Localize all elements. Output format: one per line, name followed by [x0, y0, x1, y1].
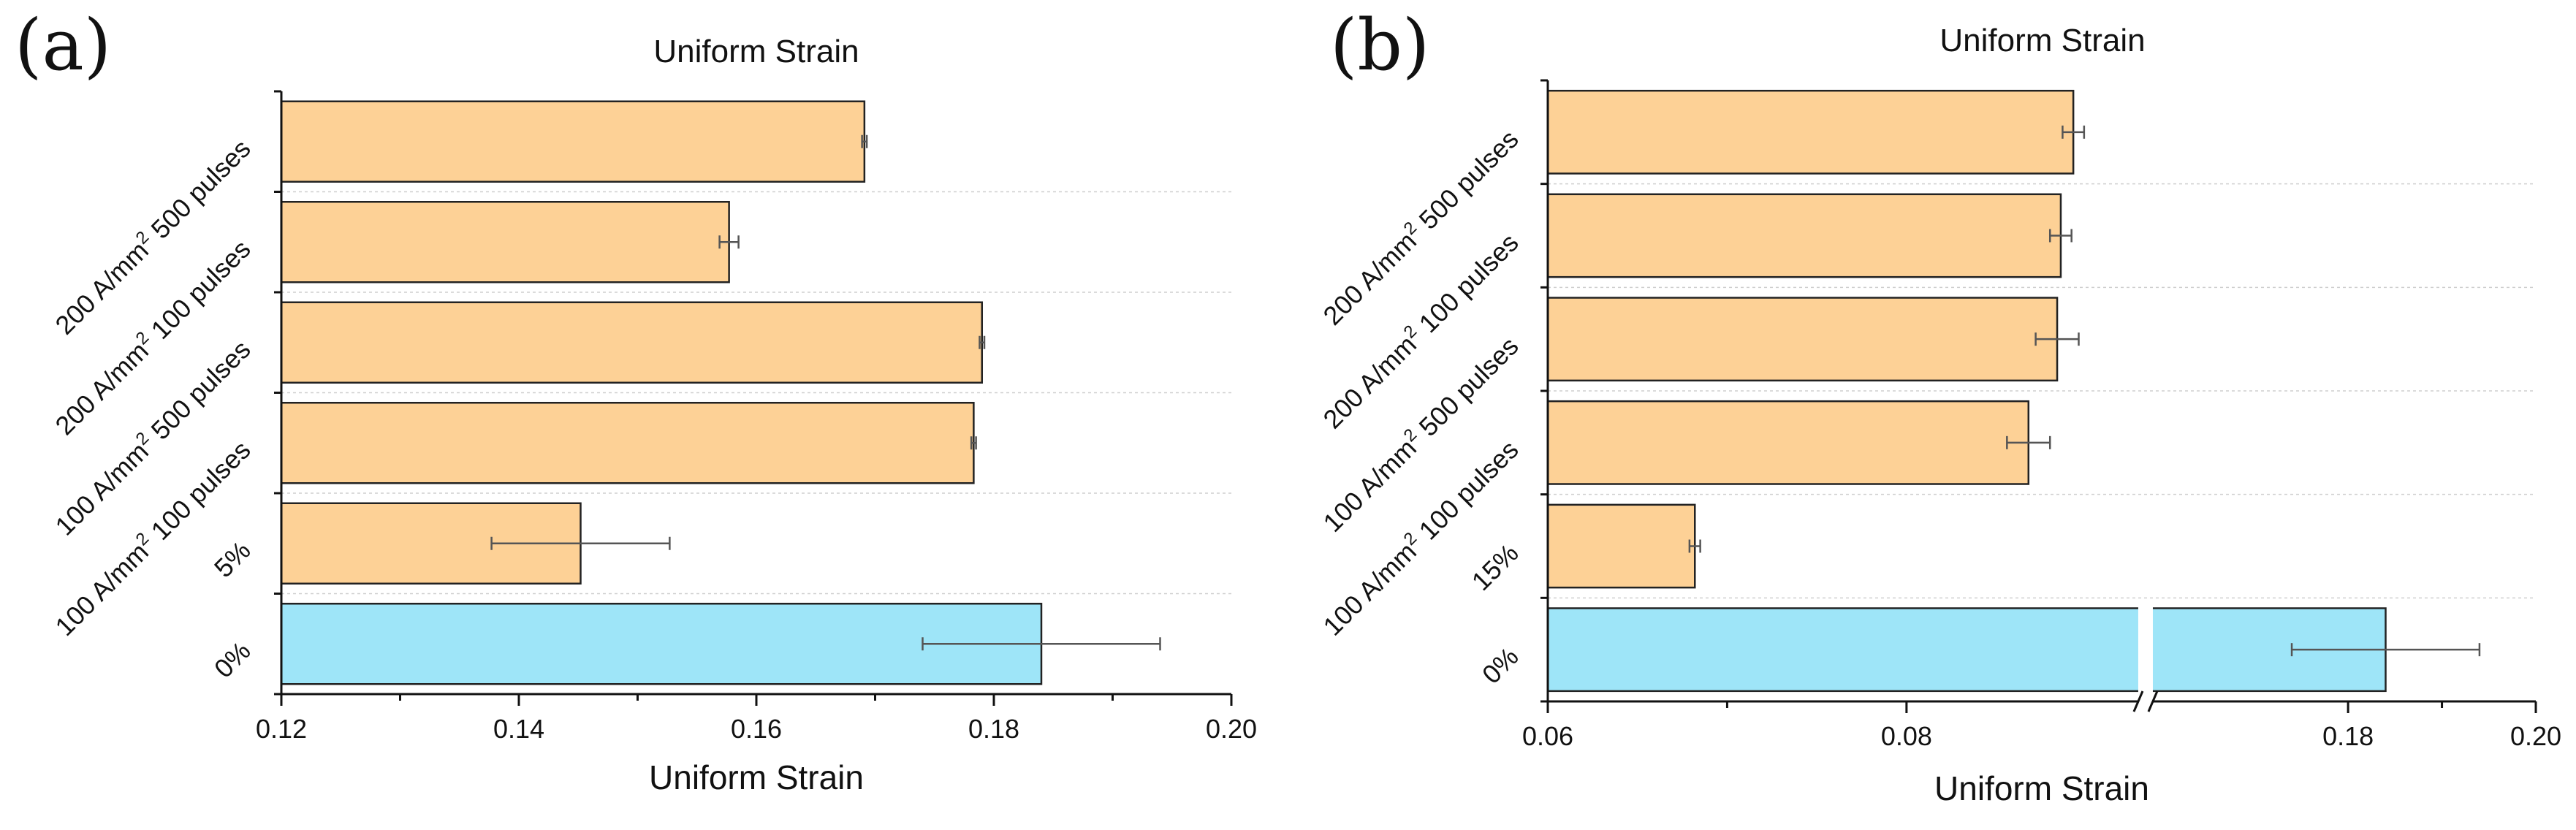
category-label: 200 A/mm2 100 pulses: [1316, 226, 1524, 435]
error-bar: [922, 637, 1161, 651]
error-bar: [970, 436, 977, 450]
bar: [1546, 503, 1696, 589]
chart-title: Uniform Strain: [1939, 23, 2145, 58]
bar: [280, 201, 730, 283]
bar: [280, 100, 866, 183]
bar: [280, 603, 1043, 685]
category-label: 100 A/mm2 100 pulses: [1316, 433, 1524, 641]
axis-break-mark: [2147, 690, 2159, 712]
x-tick-label: 0.14: [493, 714, 544, 744]
category-label: 100 A/mm2 500 pulses: [48, 333, 257, 541]
bar: [1546, 297, 2059, 382]
x-tick-label: 0.20: [2510, 721, 2561, 751]
error-bar: [718, 235, 740, 249]
chart-title: Uniform Strain: [653, 34, 859, 69]
error-bar: [861, 134, 868, 148]
bar: [1546, 89, 2075, 175]
error-bar: [979, 335, 986, 349]
x-tick-label: 0.18: [2322, 721, 2374, 751]
x-axis-title: Uniform Strain: [649, 758, 864, 796]
error-bar: [1688, 539, 1701, 553]
bar: [1546, 400, 2030, 485]
x-tick-label: 0.16: [731, 714, 782, 744]
x-tick-label: 0.18: [968, 714, 1019, 744]
x-axis-title: Uniform Strain: [1934, 769, 2149, 807]
x-tick-label: 0.08: [1881, 721, 1932, 751]
panel-label: (a): [15, 4, 111, 86]
bar: [1546, 607, 2387, 693]
category-label: 100 A/mm2 500 pulses: [1316, 330, 1524, 538]
axis-break-mark: [2132, 690, 2144, 712]
error-bar: [2290, 643, 2481, 657]
x-tick-label: 0.12: [256, 714, 307, 744]
bar: [1546, 193, 2062, 278]
error-bar: [2034, 332, 2080, 346]
category-label: 100 A/mm2 100 pulses: [48, 434, 257, 642]
x-tick-label: 0.20: [1206, 714, 1257, 744]
category-label: 0%: [208, 636, 257, 684]
category-label: 15%: [1466, 538, 1524, 596]
error-bar: [2006, 435, 2051, 449]
error-bar: [2062, 125, 2086, 139]
panel-label: (b): [1330, 4, 1429, 86]
panel-a: (a) Uniform Strain 0% 5%100 A/mm2 100 pulse…: [15, 4, 1257, 796]
category-label: 0%: [1476, 641, 1524, 690]
error-bar: [490, 536, 671, 550]
category-label: 200 A/mm2 500 pulses: [48, 132, 257, 340]
bar: [280, 402, 975, 484]
x-tick-label: 0.06: [1522, 721, 1573, 751]
error-bar: [2048, 229, 2072, 243]
category-label: 200 A/mm2 500 pulses: [1316, 123, 1524, 331]
category-label: 200 A/mm2 100 pulses: [48, 233, 257, 441]
panel-b: (b) Uniform Strain 0% 15%100 A/mm2 100 puls…: [1316, 4, 2561, 807]
axis-break-gap: [2138, 606, 2153, 693]
category-label: 5%: [208, 535, 257, 583]
bar: [280, 301, 983, 384]
